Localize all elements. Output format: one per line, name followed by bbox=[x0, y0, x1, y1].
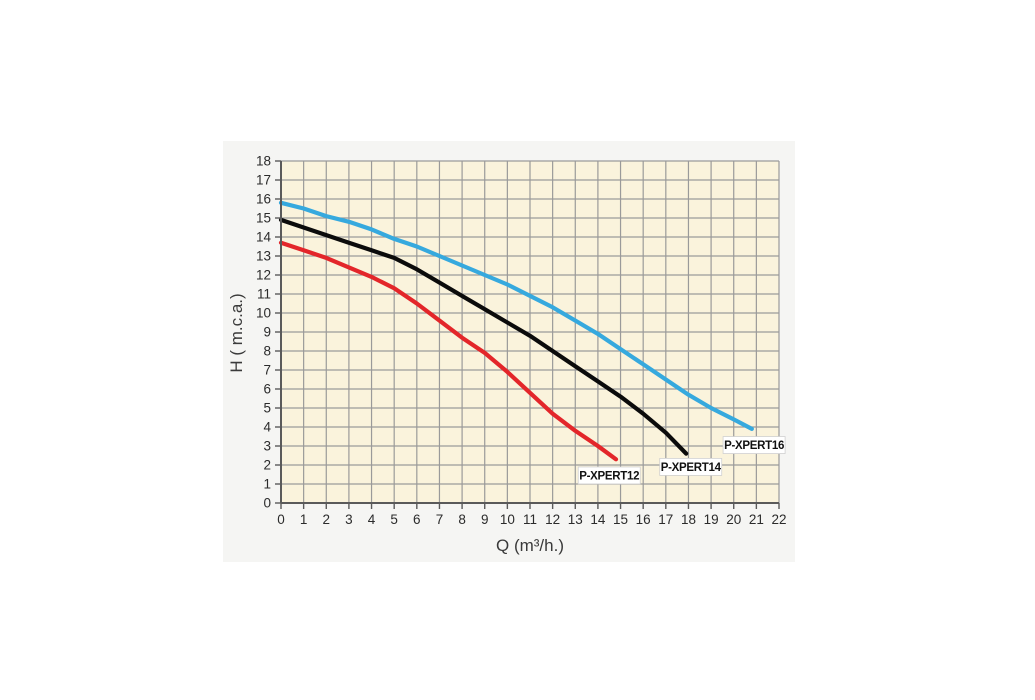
svg-text:18: 18 bbox=[256, 154, 271, 169]
svg-text:13: 13 bbox=[568, 512, 583, 527]
svg-text:10: 10 bbox=[500, 512, 515, 527]
svg-text:4: 4 bbox=[368, 512, 376, 527]
svg-text:1: 1 bbox=[263, 477, 271, 492]
svg-text:17: 17 bbox=[256, 173, 271, 188]
svg-text:19: 19 bbox=[704, 512, 719, 527]
svg-text:9: 9 bbox=[263, 325, 271, 340]
x-tick-labels: 0 1 2 3 4 5 6 7 8 9 10 11 12 13 14 15 16 17 18 19 20 21 22 bbox=[277, 512, 786, 527]
x-axis-title: Q (m³/h.) bbox=[496, 536, 564, 555]
svg-text:0: 0 bbox=[263, 496, 271, 511]
svg-text:P-XPERT12: P-XPERT12 bbox=[579, 470, 639, 482]
svg-text:4: 4 bbox=[263, 420, 271, 435]
svg-text:11: 11 bbox=[257, 287, 271, 302]
svg-text:15: 15 bbox=[256, 211, 271, 226]
svg-text:14: 14 bbox=[256, 230, 272, 245]
svg-text:20: 20 bbox=[726, 512, 741, 527]
svg-text:5: 5 bbox=[263, 401, 271, 416]
svg-text:16: 16 bbox=[256, 192, 271, 207]
y-axis-title: H ( m.c.a.) bbox=[227, 293, 246, 373]
svg-text:14: 14 bbox=[590, 512, 606, 527]
svg-text:P-XPERT16: P-XPERT16 bbox=[724, 440, 784, 452]
svg-text:6: 6 bbox=[413, 512, 421, 527]
svg-text:13: 13 bbox=[256, 249, 271, 264]
svg-text:5: 5 bbox=[390, 512, 398, 527]
curve-p-xpert16 bbox=[278, 200, 754, 431]
svg-text:11: 11 bbox=[523, 512, 537, 527]
svg-text:3: 3 bbox=[345, 512, 353, 527]
series-label-p-xpert16: P-XPERT16 bbox=[722, 436, 786, 454]
series-label-p-xpert14: P-XPERT14 bbox=[659, 457, 723, 476]
svg-text:9: 9 bbox=[481, 512, 489, 527]
svg-text:12: 12 bbox=[256, 268, 271, 283]
svg-text:18: 18 bbox=[681, 512, 696, 527]
svg-text:0: 0 bbox=[277, 512, 285, 527]
svg-text:16: 16 bbox=[636, 512, 651, 527]
svg-text:P-XPERT14: P-XPERT14 bbox=[661, 462, 722, 474]
tick-marks bbox=[275, 160, 780, 509]
curve-p-xpert12 bbox=[278, 240, 619, 462]
svg-text:8: 8 bbox=[263, 344, 271, 359]
svg-text:10: 10 bbox=[256, 306, 271, 321]
svg-text:8: 8 bbox=[458, 512, 466, 527]
pump-curve-chart: 0 1 2 3 4 5 6 7 8 9 10 11 12 13 14 15 16 17 18 19 20 21 220123… bbox=[256, 154, 787, 528]
svg-text:3: 3 bbox=[263, 439, 271, 454]
svg-text:7: 7 bbox=[436, 512, 444, 527]
svg-text:15: 15 bbox=[613, 512, 628, 527]
svg-text:2: 2 bbox=[323, 512, 331, 527]
curve-p-xpert14 bbox=[278, 217, 689, 456]
svg-text:2: 2 bbox=[263, 458, 271, 473]
svg-text:7: 7 bbox=[263, 363, 271, 378]
series-label-p-xpert12: P-XPERT12 bbox=[577, 466, 641, 485]
svg-text:22: 22 bbox=[771, 512, 786, 527]
svg-text:6: 6 bbox=[263, 382, 271, 397]
svg-text:1: 1 bbox=[300, 512, 308, 527]
svg-text:17: 17 bbox=[658, 512, 673, 527]
svg-text:12: 12 bbox=[545, 512, 560, 527]
pump-curve-figure: 0 1 2 3 4 5 6 7 8 9 10 11 12 13 14 15 16 17 18 19 20 21 22 0 1 2 3… bbox=[223, 141, 795, 562]
svg-text:21: 21 bbox=[749, 512, 764, 527]
